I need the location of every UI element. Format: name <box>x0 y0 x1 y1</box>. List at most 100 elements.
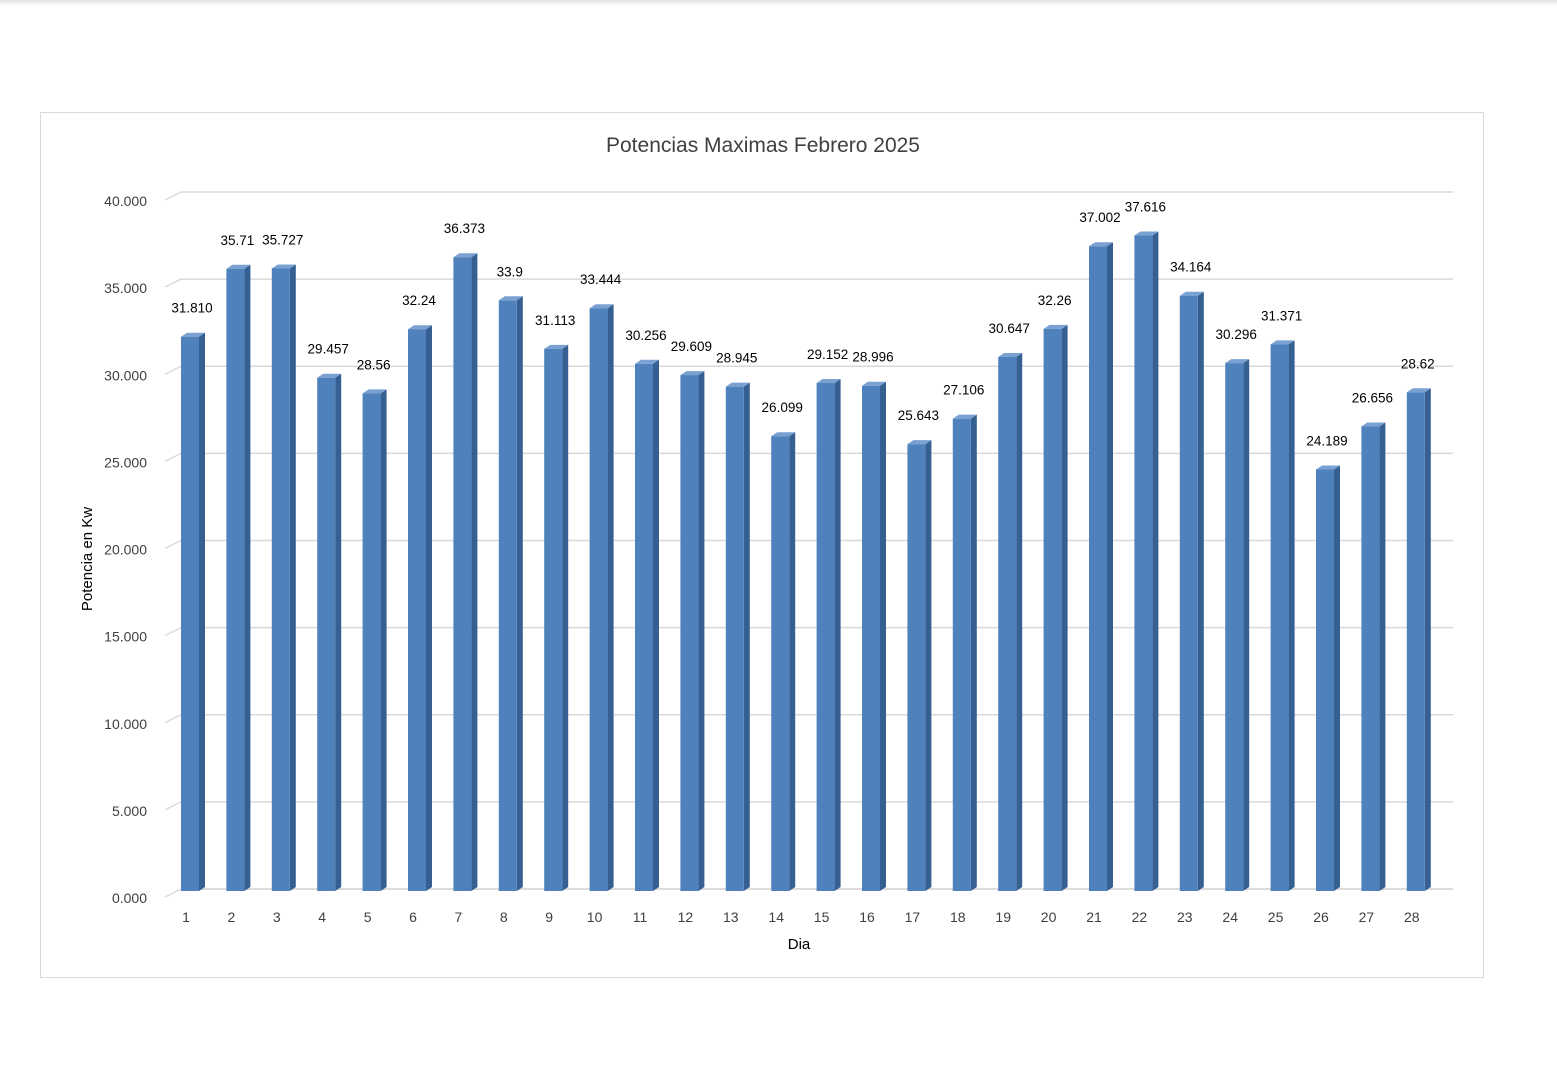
bar-side <box>1288 340 1295 891</box>
x-tick-label: 24 <box>1222 909 1238 925</box>
y-axis-tick-labels: 0.000 5.000 10.000 15.000 20.000 25.000 30.000… <box>104 193 147 906</box>
bar-front <box>271 268 290 891</box>
gridline-slant <box>164 278 182 288</box>
data-label: 37.002 <box>1079 210 1120 225</box>
bar-top <box>226 264 251 269</box>
bar-side <box>925 440 932 891</box>
bar-side <box>789 432 796 891</box>
bar <box>952 414 977 891</box>
data-label: 25.643 <box>898 408 939 423</box>
bar-side <box>834 379 841 891</box>
bar-top <box>907 440 932 445</box>
bar-front <box>408 329 426 891</box>
bar-top <box>408 325 432 330</box>
data-label: 32.26 <box>1038 293 1072 308</box>
bar-front <box>907 444 926 891</box>
bar-front <box>1361 426 1380 891</box>
bar-front <box>1089 246 1107 892</box>
bar-front <box>816 383 835 891</box>
bar-side <box>289 264 296 891</box>
window-top-shadow <box>0 0 1557 6</box>
bar <box>1316 465 1340 891</box>
bar-side <box>426 325 432 891</box>
y-tick-label: 20.000 <box>104 542 147 558</box>
x-tick-label: 14 <box>768 909 784 925</box>
bar-top <box>680 371 705 376</box>
x-tick-label: 18 <box>950 909 966 925</box>
y-tick-label: 35.000 <box>104 280 147 296</box>
data-label: 30.296 <box>1216 327 1257 342</box>
data-label: 30.647 <box>989 321 1030 336</box>
x-tick-label: 21 <box>1086 909 1102 925</box>
y-tick-label: 5.000 <box>112 803 147 819</box>
gridline-slant <box>164 801 182 811</box>
bar-side <box>880 381 886 891</box>
data-label: 26.099 <box>762 400 803 415</box>
data-label: 24.189 <box>1306 434 1347 449</box>
bar-top <box>1089 242 1113 247</box>
bar <box>453 253 478 892</box>
bar <box>680 371 705 891</box>
bar-top <box>771 432 796 437</box>
bar-top <box>1361 422 1386 427</box>
bar-top <box>816 379 841 384</box>
gridline-slant <box>164 714 182 724</box>
x-tick-label: 2 <box>228 909 236 925</box>
x-tick-label: 19 <box>995 909 1011 925</box>
bar <box>544 344 569 891</box>
data-label: 31.810 <box>171 301 212 316</box>
data-label: 32.24 <box>402 293 436 308</box>
x-tick-label: 12 <box>678 909 694 925</box>
bar <box>907 440 932 891</box>
y-tick-label: 15.000 <box>104 629 147 645</box>
bar-top <box>271 264 296 269</box>
bar-front <box>725 386 744 891</box>
bar-side <box>335 373 342 891</box>
bar-front <box>453 257 472 892</box>
bar-side <box>653 359 659 891</box>
bar-front <box>862 385 880 891</box>
x-tick-label: 10 <box>587 909 603 925</box>
bar-side <box>516 296 523 891</box>
data-label: 34.164 <box>1170 260 1212 275</box>
bar <box>862 381 886 891</box>
bar-front <box>635 363 653 891</box>
bar <box>226 264 251 891</box>
gridline-slant <box>164 365 182 375</box>
bar-top <box>1225 359 1250 364</box>
bar-front <box>1316 469 1334 891</box>
bar-side <box>1197 291 1204 891</box>
bar <box>1043 324 1068 891</box>
bar-top <box>498 296 523 301</box>
bar <box>1225 359 1250 892</box>
bar-side <box>607 304 614 891</box>
data-label: 26.656 <box>1352 391 1393 406</box>
data-label: 31.113 <box>535 313 575 328</box>
bar <box>589 304 614 891</box>
y-tick-label: 0.000 <box>112 890 147 906</box>
bar <box>1089 242 1113 892</box>
bar <box>771 432 796 891</box>
bar-top <box>362 389 387 394</box>
bar-top <box>589 304 614 309</box>
bar-front <box>1179 295 1198 891</box>
bar-top <box>181 332 205 337</box>
bar-side <box>199 332 205 891</box>
bar-side <box>1379 422 1386 891</box>
bar-side <box>244 264 251 891</box>
bars <box>181 231 1431 892</box>
bar <box>1361 422 1386 891</box>
bar-front <box>771 436 790 891</box>
bar <box>998 352 1023 891</box>
bar-front <box>317 377 336 891</box>
bar-front <box>998 356 1017 891</box>
data-label: 33.9 <box>497 264 523 279</box>
bar-side <box>1016 352 1023 891</box>
data-label: 33.444 <box>580 272 622 287</box>
data-label: 30.256 <box>625 328 666 343</box>
bar-front <box>589 308 608 891</box>
bar-chart: 0.000 5.000 10.000 15.000 20.000 25.000 30.000… <box>79 134 1453 953</box>
bar-side <box>1061 324 1068 891</box>
gridline-slant <box>164 452 182 463</box>
x-tick-label: 20 <box>1041 909 1057 925</box>
